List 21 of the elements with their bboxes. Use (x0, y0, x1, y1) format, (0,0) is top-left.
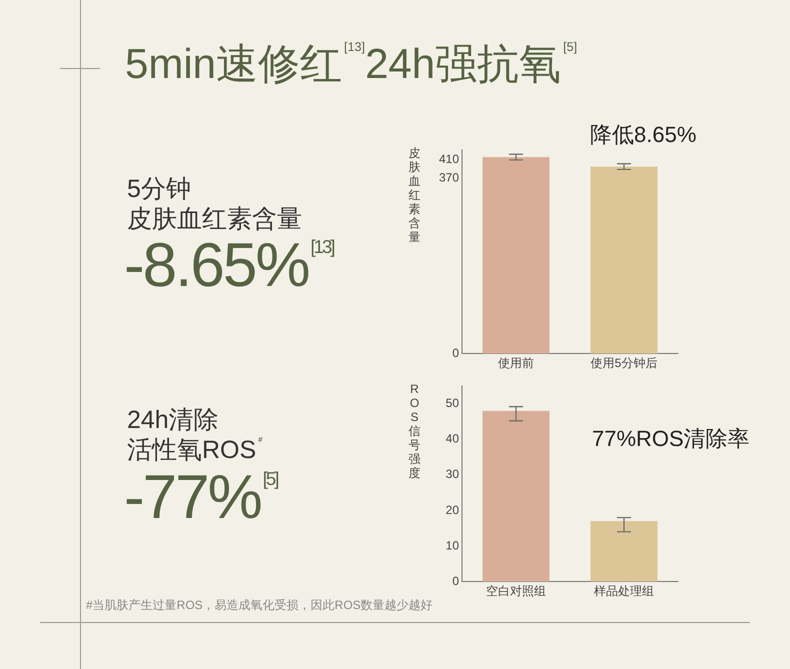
y-tick-label: 10 (446, 538, 460, 552)
x-tick-label: 使用前 (498, 356, 534, 370)
annotation: 77%ROS清除率 (592, 425, 750, 453)
y-tick-label: 30 (446, 467, 460, 482)
x-tick-label: 样品处理组 (594, 584, 654, 598)
text: 5分钟 (127, 174, 191, 205)
text: 降低8.65% (590, 121, 696, 149)
text: 24h清除 (127, 405, 219, 436)
text: 5min速修红$^{[13]}$24h强抗氧$^{[5]}$ (125, 38, 578, 89)
y-tick-label: 410 (438, 152, 460, 166)
x-tick-label: 使用5分钟后 (590, 356, 658, 370)
y-tick-label: 0 (452, 574, 460, 588)
y-tick-label: 20 (446, 502, 460, 517)
y-axis-title: ROS信号强度 (408, 382, 421, 480)
y-axis-title: 皮肤血红素含量 (408, 146, 421, 244)
x-tick-label: 空白对照组 (486, 584, 546, 598)
y-tick-label: 40 (446, 432, 460, 446)
y-tick-label: 0 (452, 346, 460, 360)
y-tick-label: 50 (446, 396, 460, 410)
text: #当肌肤产生过量ROS，易造成氧化受损，因此ROS数量越少越好 (86, 597, 433, 614)
y-tick-label: 370 (438, 170, 460, 185)
